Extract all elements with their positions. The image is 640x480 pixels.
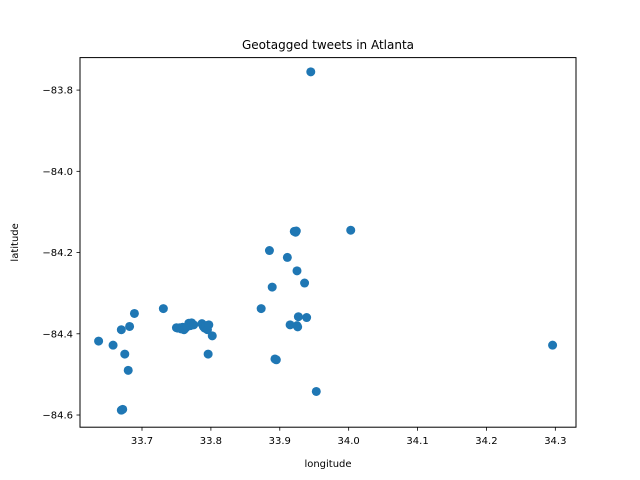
x-tick-label: 33.7 xyxy=(131,436,153,447)
y-tick-label: −84.0 xyxy=(42,167,73,178)
data-point xyxy=(291,226,301,236)
data-point xyxy=(292,266,302,276)
y-axis-label: latitude xyxy=(10,223,21,261)
data-point xyxy=(94,336,104,346)
y-tick-label: −84.2 xyxy=(42,248,73,259)
data-point xyxy=(203,349,213,359)
data-point xyxy=(293,322,303,332)
data-point xyxy=(125,321,135,331)
data-point xyxy=(120,349,130,359)
x-tick-label: 34.1 xyxy=(406,436,428,447)
data-point xyxy=(256,304,266,314)
data-point xyxy=(118,404,128,414)
data-point xyxy=(548,340,558,350)
data-point xyxy=(311,386,321,396)
plot-area-frame xyxy=(79,57,577,428)
data-point xyxy=(285,320,295,330)
data-point xyxy=(158,304,168,314)
data-point xyxy=(300,278,310,288)
data-point xyxy=(123,365,133,375)
data-point xyxy=(306,67,316,77)
data-point xyxy=(346,225,356,235)
data-points xyxy=(94,67,558,415)
x-axis-ticks: 33.7 33.8 33.9 34.0 34.1 34.2 34.3 xyxy=(131,427,566,447)
data-point xyxy=(108,340,118,350)
y-tick-label: −83.8 xyxy=(42,86,73,97)
data-point xyxy=(271,355,281,365)
x-tick-label: 34.2 xyxy=(475,436,497,447)
x-axis-label: longitude xyxy=(304,459,351,470)
y-tick-label: −84.6 xyxy=(42,411,73,422)
data-point xyxy=(204,320,214,330)
data-point xyxy=(264,246,274,256)
chart-title: Geotagged tweets in Atlanta xyxy=(242,38,414,52)
data-point xyxy=(267,282,277,292)
data-point xyxy=(207,331,217,341)
y-tick-label: −84.4 xyxy=(42,329,73,340)
data-point xyxy=(293,312,303,322)
x-tick-label: 33.8 xyxy=(200,436,222,447)
y-axis-ticks: −84.6 −84.4 −84.2 −84.0 −83.8 xyxy=(42,86,80,422)
data-point xyxy=(129,308,139,318)
data-point xyxy=(189,320,199,330)
data-point xyxy=(302,313,312,323)
data-point xyxy=(116,325,126,335)
x-tick-label: 34.0 xyxy=(338,436,360,447)
data-point xyxy=(282,252,292,262)
x-tick-label: 33.9 xyxy=(269,436,291,447)
x-tick-label: 34.3 xyxy=(544,436,566,447)
